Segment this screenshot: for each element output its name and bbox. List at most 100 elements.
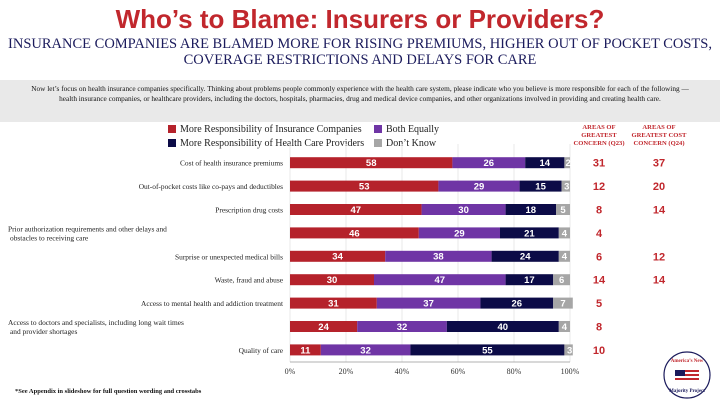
legend-item-both: Both Equally [374,124,439,135]
slide-subtitle: INSURANCE COMPANIES ARE BLAMED MORE FOR … [8,36,712,68]
x-tick-label: 0% [285,367,296,376]
bar-value-label-insurance: 30 [327,275,338,286]
bar-segment-both [385,250,492,262]
bar-value-label-dontknow: 3 [564,182,569,193]
bar-segment-dontknow [564,344,573,356]
bar-segment-providers [519,180,562,192]
bar-segment-providers [480,297,554,309]
bar-value-label-both: 47 [435,275,446,286]
bar-segment-insurance [290,344,321,356]
category-label: Quality of care [239,346,284,355]
america-new-majority-logo: America’s New Majority Project [663,351,711,399]
concern-q23-value: 6 [596,251,602,263]
category-label: and provider shortages [10,327,77,336]
category-label: Waste, fraud and abuse [215,276,284,285]
cost-concern-q24-value: 14 [653,275,666,287]
concern-q23-value: 5 [596,298,602,310]
category-label: Cost of health insurance premiums [180,159,283,168]
bar-segment-providers [505,204,556,215]
bar-segment-both [452,157,526,169]
legend-swatch-providers [168,139,176,147]
bar-value-label-providers: 18 [526,205,537,216]
question-intro: Now let’s focus on health insurance comp… [0,80,720,122]
category-label: Access to mental health and addiction tr… [141,299,284,308]
bar-segment-dontknow [553,297,573,309]
legend-item-providers: More Responsibility of Health Care Provi… [168,138,364,149]
bar-value-label-providers: 21 [524,228,535,239]
bar-segment-dontknow [558,250,570,262]
bar-value-label-insurance: 46 [349,228,360,239]
col-header-concern: AREAS OF GREATEST CONCERN (Q23) [573,124,625,147]
bar-segment-insurance [290,227,419,239]
concern-q23-value: 31 [593,158,605,170]
bar-segment-dontknow [564,157,570,169]
bar-value-label-both: 29 [454,228,465,239]
bar-value-label-both: 38 [433,252,444,263]
bar-value-label-providers: 24 [520,252,531,263]
bar-value-label-providers: 40 [498,322,509,333]
bar-segment-insurance [290,204,422,215]
bar-value-label-insurance: 31 [328,299,339,310]
concern-q23-value: 8 [596,205,602,217]
bar-value-label-dontknow: 5 [560,205,566,216]
bar-value-label-both: 26 [484,158,495,169]
footnote: *See Appendix in slideshow for full ques… [15,388,202,395]
bar-value-label-both: 29 [474,182,485,193]
bar-value-label-dontknow: 6 [559,275,564,286]
bar-segment-insurance [290,297,377,309]
bar-segment-dontknow [556,204,570,215]
bar-value-label-providers: 17 [524,275,535,286]
bar-value-label-insurance: 11 [300,345,311,356]
bar-segment-insurance [290,157,453,169]
bar-segment-both [374,274,506,286]
bar-segment-providers [525,157,565,169]
bar-segment-dontknow [558,227,570,239]
category-label: Surprise or unexpected medical bills [175,252,283,261]
bar-segment-providers [500,227,559,239]
bar-value-label-dontknow: 7 [560,299,565,310]
bar-segment-insurance [290,274,374,286]
bar-segment-both [438,180,520,192]
bar-segment-providers [505,274,554,286]
bar-value-label-dontknow: 4 [562,252,568,263]
col-header-cost: AREAS OF GREATEST COST CONCERN (Q24) [631,124,687,147]
bar-value-label-providers: 26 [512,299,523,310]
bar-segment-dontknow [561,180,570,192]
bar-segment-both [376,297,481,309]
concern-q23-value: 14 [593,275,606,287]
category-label: Prior authorization requirements and oth… [8,224,167,233]
x-tick-label: 60% [451,367,466,376]
category-label: Out-of-pocket costs like co-pays and ded… [139,182,283,191]
legend-swatch-dontknow [374,139,382,147]
bar-segment-providers [410,344,565,356]
bar-value-label-providers: 14 [540,158,551,169]
bar-segment-insurance [290,180,439,192]
legend-item-dontknow: Don’t Know [374,138,436,149]
bar-value-label-both: 32 [397,322,408,333]
legend-label-providers: More Responsibility of Health Care Provi… [180,138,365,149]
concern-q23-value: 4 [596,228,603,240]
concern-q23-value: 12 [593,181,605,193]
legend-label-dontknow: Don’t Know [386,138,437,149]
bar-value-label-dontknow: 4 [562,228,568,239]
legend-swatch-insurance [168,125,176,133]
category-label: Prescription drug costs [215,206,283,215]
bar-value-label-providers: 55 [482,345,493,356]
x-tick-label: 80% [507,367,522,376]
bar-value-label-insurance: 24 [318,322,329,333]
concern-q23-value: 10 [593,345,605,357]
bar-value-label-dontknow: 3 [567,345,572,356]
bar-segment-both [357,321,447,332]
bar-segment-both [418,227,500,239]
cost-concern-q24-value: 12 [653,251,665,263]
concern-q23-value: 8 [596,322,602,334]
bar-segment-dontknow [558,321,570,332]
bar-segment-both [320,344,411,356]
bar-value-label-providers: 15 [535,182,546,193]
x-tick-label: 100% [561,367,580,376]
bar-value-label-both: 32 [360,345,371,356]
slide-title: Who’s to Blame: Insurers or Providers? [115,4,605,34]
bar-value-label-insurance: 58 [366,158,377,169]
cost-concern-q24-value: 14 [653,205,666,217]
